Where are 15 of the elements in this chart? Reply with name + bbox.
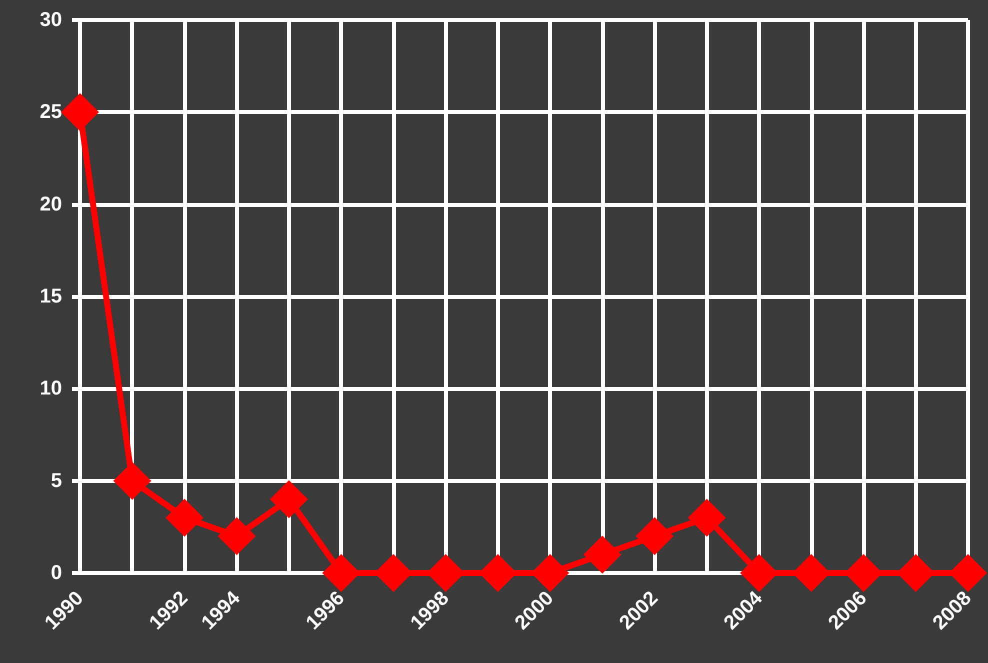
point <box>113 462 152 500</box>
y-tick-label: 10 <box>40 378 62 400</box>
point <box>61 93 99 132</box>
y-tick-label: 30 <box>40 9 62 31</box>
y-tick-label: 15 <box>40 286 62 308</box>
y-tick-label: 20 <box>40 193 62 216</box>
y-tick-label: 25 <box>40 101 62 124</box>
point <box>636 517 674 556</box>
point <box>165 498 204 537</box>
point <box>270 480 308 518</box>
point <box>583 536 622 574</box>
y-tick-label: 5 <box>50 470 62 492</box>
y-tick-label: 0 <box>50 562 62 584</box>
point <box>688 498 726 537</box>
point <box>218 517 256 556</box>
